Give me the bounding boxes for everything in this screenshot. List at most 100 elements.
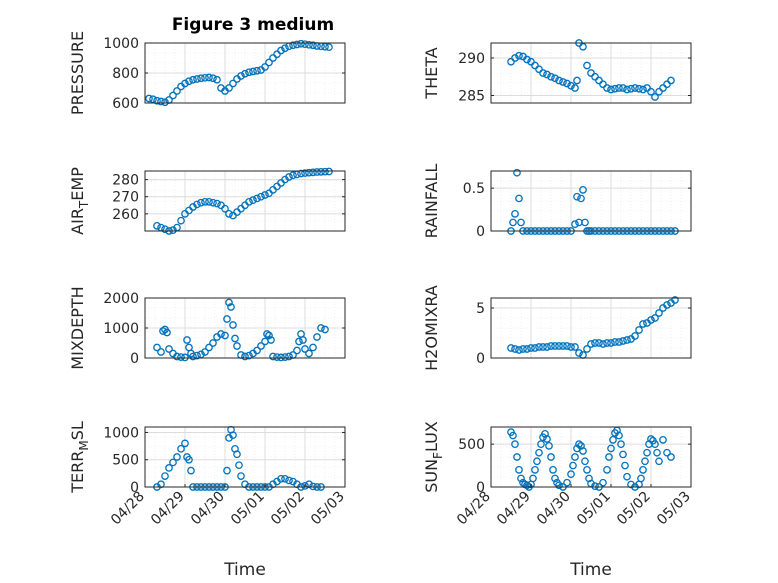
- axes-pressure: 600 800 1000 PRESSURE: [68, 31, 346, 115]
- axes-terr-msl-ylabel: TERRMSL: [68, 421, 91, 494]
- axes-h2omixra-data-point: [575, 349, 583, 357]
- axes-mixdepth-data-point: [241, 352, 249, 361]
- axes-h2omixra-data-point: [523, 345, 531, 353]
- axes-h2omixra-data-point: [663, 301, 671, 309]
- axes-terr-msl-data-point: [165, 464, 173, 472]
- axes-h2omixra-data-point: [539, 343, 547, 351]
- axes-terr-msl-ytick-label: 500: [112, 453, 139, 469]
- axes-air-temp-data-point: [321, 167, 329, 176]
- axes-air-temp-data-point: [221, 204, 229, 213]
- axes-theta-data-point: [639, 85, 647, 94]
- axes-pressure-data-point: [173, 87, 181, 95]
- axes-pressure-data-point: [305, 40, 313, 49]
- axes-sun-flux-data-point: [515, 466, 523, 474]
- axes-air-temp-data-point: [257, 192, 265, 201]
- axes-sun-flux-data-point: [655, 457, 663, 466]
- axes-sun-flux-data-point: [647, 435, 655, 443]
- axes-air-temp-data-point: [253, 194, 261, 203]
- axes-sun-flux-data-point: [667, 453, 675, 461]
- axes-theta-ytick-label: 285: [458, 89, 485, 105]
- axes-pressure-data-point: [189, 75, 197, 84]
- axes-theta-data-point: [635, 84, 643, 93]
- axes-sun-flux-data-point: [547, 453, 555, 461]
- axes-terr-msl-xtick-label: 04/30: [188, 489, 228, 529]
- axes-h2omixra-box: [490, 297, 692, 359]
- axes-sun-flux-data-point: [549, 466, 557, 474]
- axes-h2omixra-data-point: [647, 316, 655, 324]
- axes-mixdepth-data-point: [277, 353, 285, 362]
- axes-theta-ytick-label: 290: [458, 51, 485, 67]
- axes-terr-msl-data-point: [229, 431, 237, 440]
- axes-mixdepth-data-point: [321, 325, 329, 334]
- axes-sun-flux-xtick-label: 05/02: [614, 489, 654, 529]
- axes-theta-ylabel: THETA: [422, 47, 441, 99]
- axes-theta-data-point: [563, 79, 571, 88]
- axes-sun-flux-data-point: [575, 440, 583, 448]
- axes-sun-flux-data-point: [659, 436, 667, 444]
- axes-sun-flux-data-point: [513, 453, 521, 461]
- axes-terr-msl-data-point: [235, 461, 243, 470]
- axes-mixdepth-data-point: [157, 348, 165, 356]
- axes-sun-flux-ylabel: SUNFLUX: [422, 421, 445, 493]
- axes-h2omixra-data-point: [583, 345, 591, 353]
- axes-h2omixra-ytick-label: 5: [476, 301, 485, 317]
- axes-terr-msl-data-point: [177, 444, 185, 453]
- axes-pressure-data-point: [181, 79, 189, 88]
- axes-sun-flux-ytick-label: 0: [476, 480, 485, 496]
- axes-sun-flux-data-point: [603, 466, 611, 474]
- axes-air-temp-data-point: [245, 198, 253, 206]
- axes-sun-flux-data-point: [623, 472, 631, 481]
- axes-theta-data-point: [547, 72, 555, 81]
- axes-pressure-ytick-label: 800: [112, 66, 139, 82]
- axes-theta-data-point: [651, 93, 659, 101]
- axes-h2omixra-ytick-label: 0: [476, 351, 485, 367]
- axes-mixdepth-data-point: [269, 352, 277, 361]
- axes-air-temp-ytick-label: 280: [112, 173, 139, 189]
- axes-h2omixra-data-point: [527, 344, 535, 352]
- axes-mixdepth-data-point: [293, 346, 301, 355]
- axes-h2omixra-data-point: [603, 339, 611, 347]
- axes-theta-data-point: [631, 84, 639, 92]
- axes-mixdepth-data-point: [225, 298, 233, 307]
- axes-theta-data-point: [615, 84, 623, 92]
- axes-terr-msl-xlabel: Time: [223, 560, 266, 580]
- axes-terr-msl-data-point: [185, 455, 193, 464]
- axes-sun-flux-data-point: [643, 448, 651, 457]
- axes-mixdepth-data-point: [305, 349, 313, 358]
- axes-air-temp-data-point: [305, 168, 313, 177]
- axes-sun-flux-data-point: [609, 436, 617, 444]
- axes-h2omixra-data-point: [535, 343, 543, 351]
- axes-rainfall-data-point: [581, 218, 589, 227]
- axes-terr-msl-xtick-label: 05/01: [228, 489, 268, 529]
- axes-sun-flux-data-point: [545, 442, 553, 450]
- axes-sun-flux-data-point: [607, 444, 615, 453]
- axes-mixdepth-data-point: [205, 343, 213, 352]
- axes-mixdepth-ytick-label: 0: [130, 351, 139, 367]
- axes-rainfall-data-point: [517, 218, 525, 227]
- axes-sun-flux-data-point: [605, 453, 613, 461]
- axes-h2omixra-data-point: [623, 336, 631, 344]
- axes-h2omixra-data-point: [615, 338, 623, 346]
- axes-mixdepth-data-point: [209, 339, 217, 347]
- axes-sun-flux-data-point: [529, 474, 537, 483]
- axes-mixdepth-data-point: [201, 348, 209, 356]
- axes-mixdepth-data-point: [267, 336, 275, 344]
- axes-air-temp-data-point: [201, 198, 209, 206]
- axes-mixdepth-ylabel: MIXDEPTH: [68, 286, 87, 369]
- axes-rainfall-data-point: [511, 210, 519, 218]
- axes-air-temp-data-point: [177, 216, 185, 225]
- axes-mixdepth-data-point: [217, 330, 225, 338]
- axes-pressure-data-point: [241, 69, 249, 78]
- axes-h2omixra-data-point: [531, 344, 539, 352]
- axes-pressure-data-point: [325, 43, 333, 52]
- axes-terr-msl-data-point: [237, 472, 245, 480]
- axes-h2omixra-data-point: [555, 342, 563, 350]
- axes-terr-msl-xtick-label: 04/28: [108, 489, 148, 529]
- axes-mixdepth-data-point: [181, 353, 189, 362]
- axes-sun-flux-xtick-label: 05/03: [654, 489, 694, 529]
- axes-terr-msl-data-point: [161, 472, 169, 480]
- axes-air-temp-ytick-label: 270: [112, 190, 139, 206]
- axes-h2omixra-data-point: [587, 340, 595, 348]
- axes-air-temp-data-point: [153, 222, 161, 230]
- axes-mixdepth-data-point: [189, 352, 197, 361]
